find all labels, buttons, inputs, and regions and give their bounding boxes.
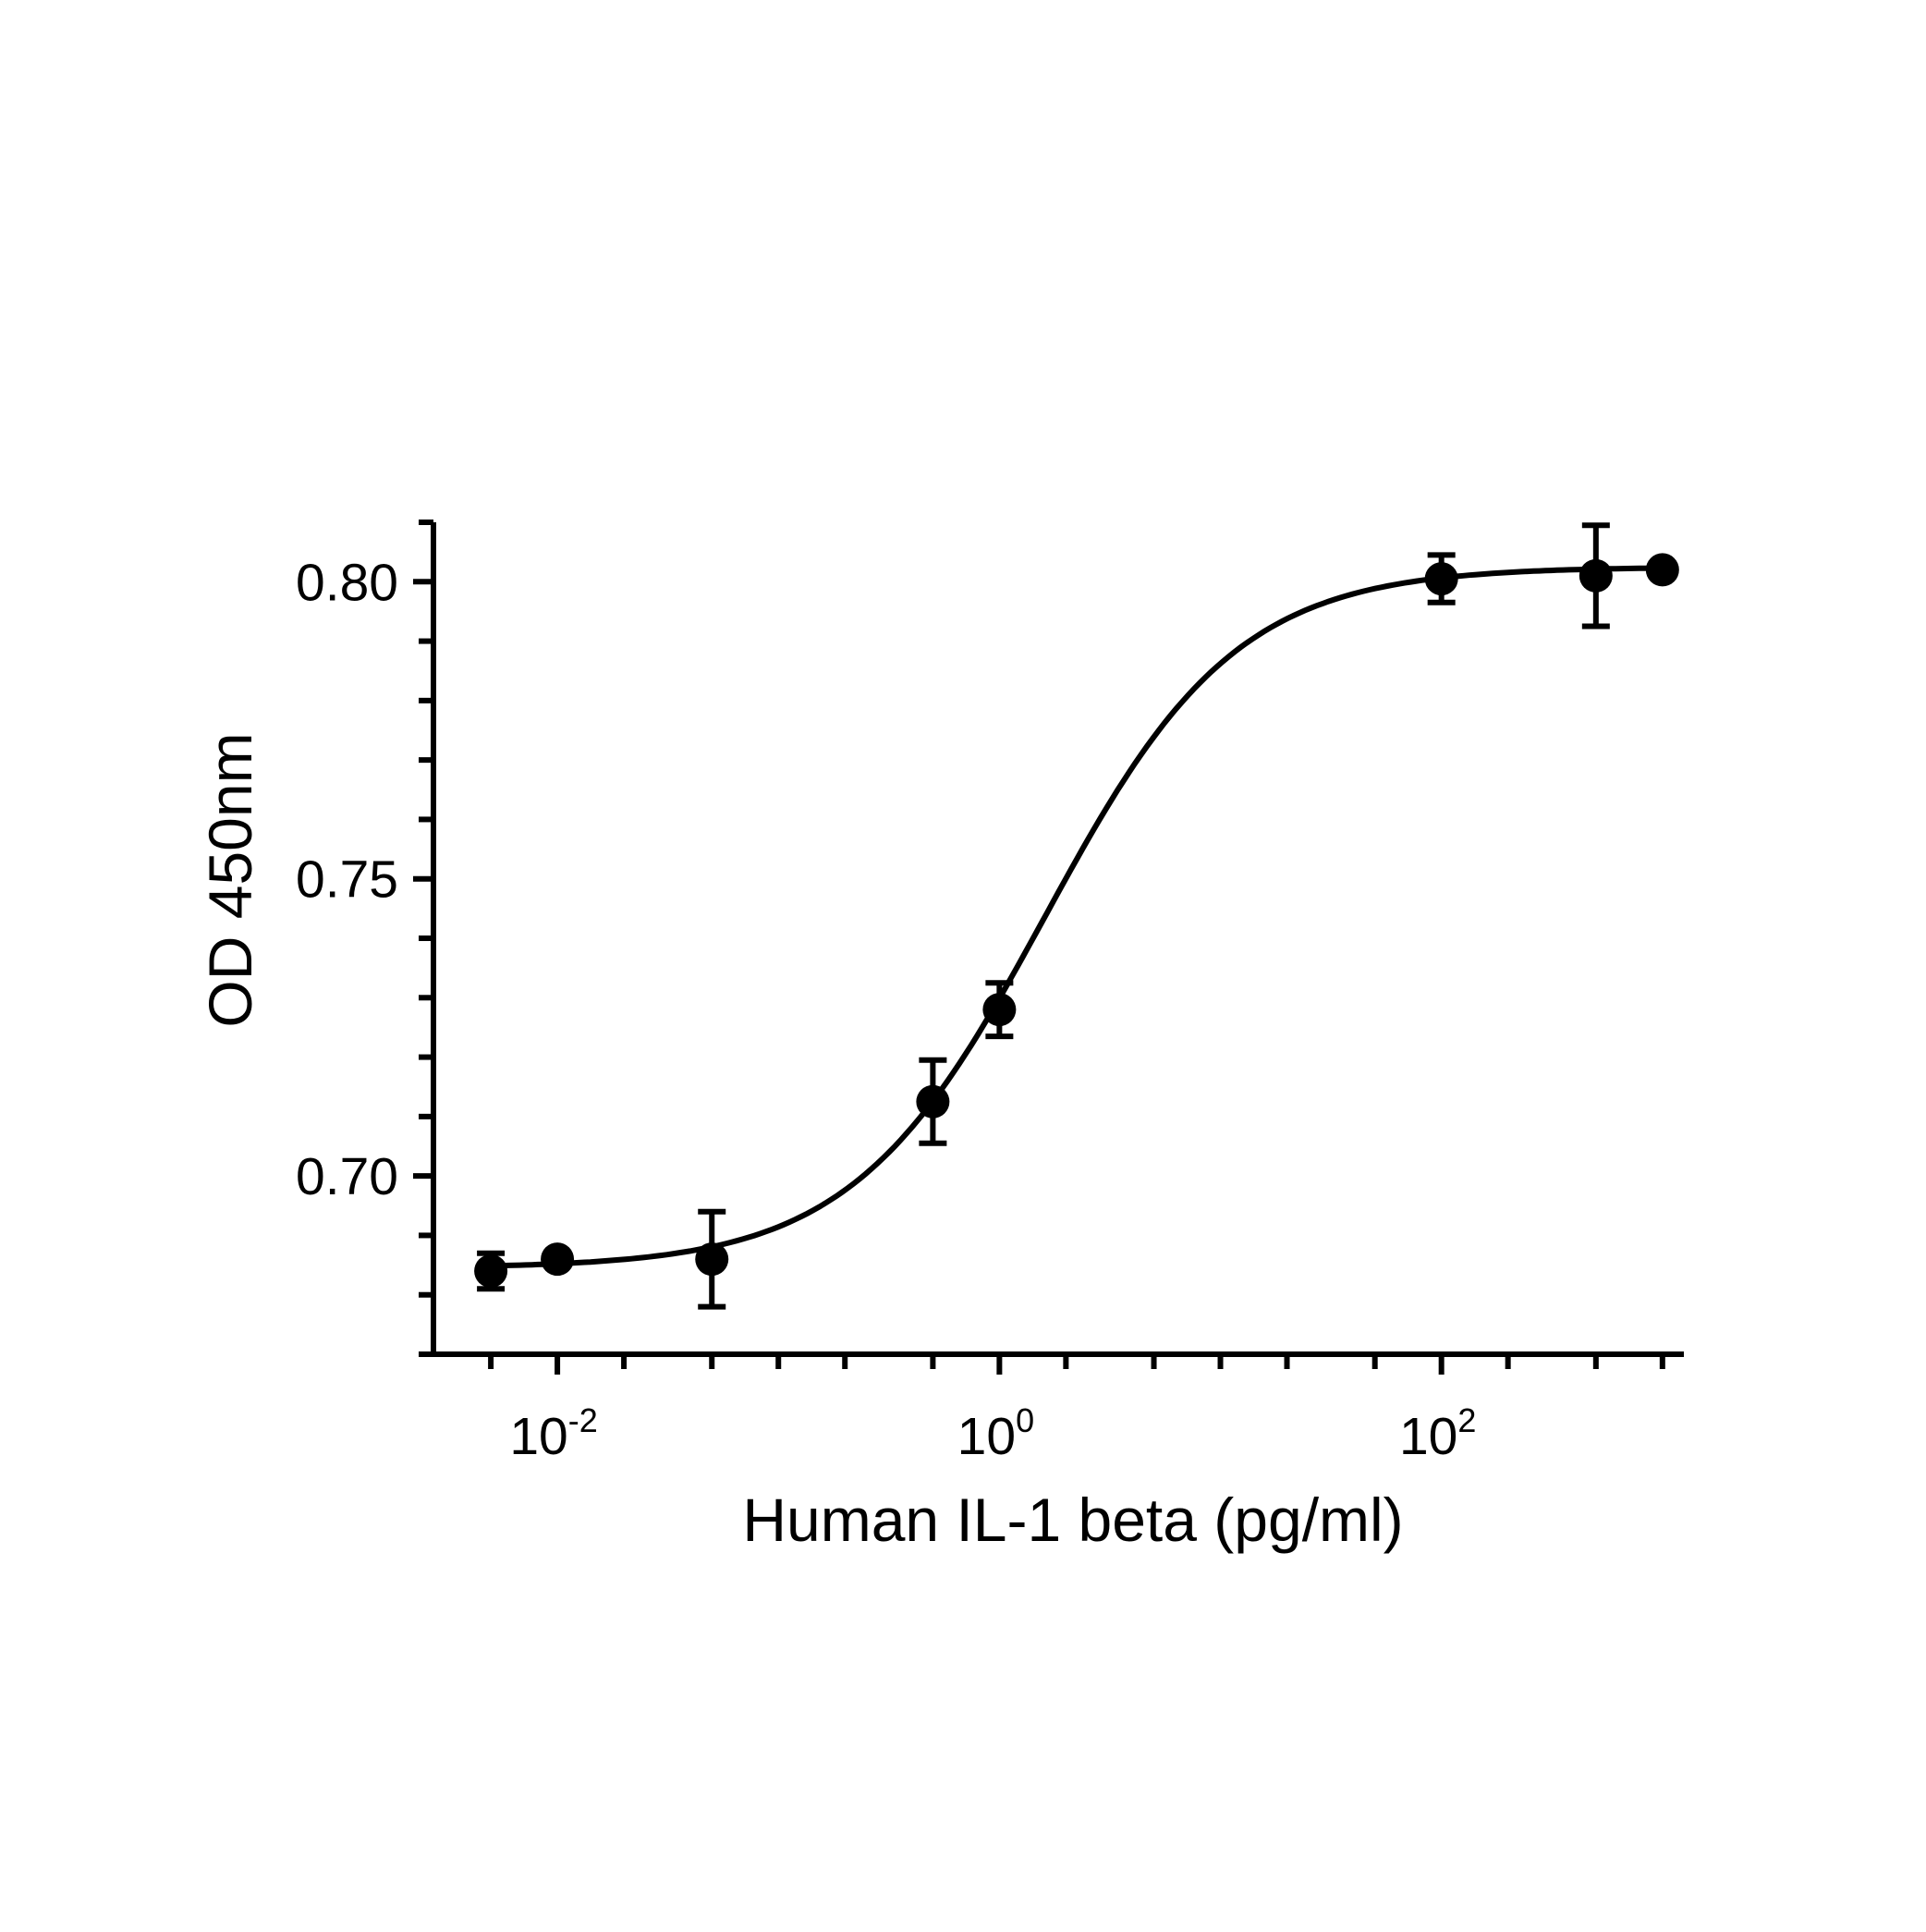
y-tick-label: 0.75 — [296, 850, 398, 910]
x-tick-label: 100 — [957, 1401, 1034, 1466]
data-point — [1579, 558, 1613, 593]
y-tick-label: 0.80 — [296, 553, 398, 612]
data-point — [695, 1242, 729, 1277]
y-tick-label: 0.70 — [296, 1147, 398, 1206]
data-point — [1424, 562, 1458, 596]
data-point — [474, 1254, 508, 1288]
data-points — [474, 553, 1679, 1288]
data-point — [1645, 553, 1679, 587]
data-point — [982, 993, 1017, 1027]
y-axis-title: OD 450nm — [196, 732, 264, 1027]
x-tick-label: 10-2 — [509, 1401, 597, 1466]
y-axis-ticks — [413, 520, 433, 1357]
x-tick-label: 102 — [1399, 1401, 1476, 1466]
x-axis-ticks — [488, 1354, 1665, 1375]
x-tick-labels: 10-2 100 102 — [509, 1401, 1476, 1466]
y-tick-labels: 0.70 0.75 0.80 — [296, 553, 398, 1206]
fit-curve — [491, 565, 1663, 1269]
data-point — [916, 1084, 950, 1119]
data-point — [541, 1242, 575, 1277]
x-axis-title: Human IL-1 beta (pg/ml) — [742, 1486, 1403, 1554]
